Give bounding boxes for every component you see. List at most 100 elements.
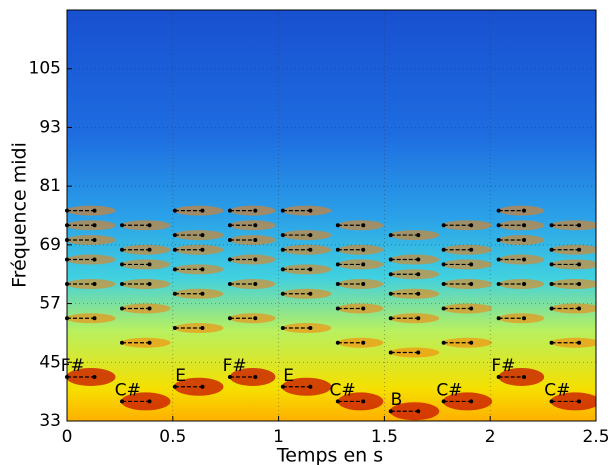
note-energy — [498, 367, 545, 386]
note-energy — [281, 377, 332, 396]
note-label: F# — [491, 356, 515, 376]
note-end — [361, 306, 366, 311]
note-end — [361, 282, 366, 286]
note-label: C# — [436, 380, 462, 400]
note-start — [441, 306, 446, 311]
note-end — [253, 282, 258, 286]
note-end — [361, 247, 366, 252]
note-start — [227, 208, 232, 213]
note-energy — [229, 254, 276, 265]
note-energy — [121, 303, 171, 314]
note-energy — [121, 279, 171, 289]
y-axis-label: Fréquence midi — [9, 142, 31, 288]
note-end — [469, 306, 474, 311]
note-end — [147, 282, 152, 286]
note-energy — [173, 323, 224, 334]
note-start — [441, 262, 446, 267]
note-energy — [442, 279, 493, 289]
note-end — [253, 223, 258, 228]
note-end — [577, 399, 582, 404]
note-energy — [229, 279, 276, 289]
note-energy — [281, 205, 332, 216]
y-tick-label: 33 — [39, 411, 61, 431]
note-energy — [229, 234, 276, 245]
spectrogram-background — [67, 10, 596, 421]
note-start — [280, 233, 285, 238]
x-tick-label: 2.5 — [582, 427, 609, 447]
note-end — [469, 399, 474, 404]
note-start — [496, 237, 501, 242]
note-energy — [173, 205, 224, 216]
note-end — [522, 316, 527, 321]
note-start — [120, 306, 125, 311]
note-energy — [337, 220, 384, 231]
note-start — [227, 237, 232, 242]
note-energy — [121, 244, 171, 255]
note-end — [253, 257, 258, 262]
note-start — [227, 257, 232, 262]
note-end — [200, 267, 205, 272]
note-start — [388, 272, 393, 277]
note-energy — [442, 259, 493, 270]
note-start — [172, 384, 177, 389]
note-end — [361, 340, 366, 345]
x-tick-label: 0.5 — [159, 427, 186, 447]
note-start — [280, 291, 285, 296]
note-end — [200, 233, 205, 238]
note-end — [416, 272, 421, 277]
note-end — [577, 306, 582, 311]
note-end — [200, 384, 205, 389]
note-end — [147, 399, 152, 404]
note-start — [388, 350, 393, 355]
note-energy — [229, 313, 276, 324]
note-end — [92, 282, 97, 286]
note-start — [496, 316, 501, 321]
note-end — [469, 247, 474, 252]
note-energy — [121, 337, 171, 348]
note-energy — [442, 337, 493, 348]
note-start — [441, 340, 446, 345]
note-energy — [229, 205, 276, 216]
note-end — [577, 282, 582, 286]
note-end — [147, 262, 152, 267]
note-start — [335, 282, 340, 286]
note-end — [416, 291, 421, 296]
note-label: B — [391, 390, 403, 410]
note-start — [280, 247, 285, 252]
note-start — [335, 399, 340, 404]
note-energy — [442, 244, 493, 255]
note-end — [253, 208, 258, 213]
note-end — [522, 208, 527, 213]
note-end — [469, 223, 474, 228]
note-end — [577, 247, 582, 252]
y-tick-label: 105 — [29, 59, 61, 79]
note-energy — [173, 230, 224, 241]
note-energy — [337, 259, 384, 270]
note-end — [469, 262, 474, 267]
note-energy — [337, 244, 384, 255]
note-energy — [389, 347, 440, 358]
note-start — [388, 291, 393, 296]
note-start — [549, 399, 554, 404]
note-start — [388, 233, 393, 238]
note-energy — [173, 244, 224, 255]
note-end — [416, 350, 421, 355]
note-end — [147, 223, 152, 228]
note-end — [469, 282, 474, 286]
note-end — [308, 247, 313, 252]
note-end — [469, 340, 474, 345]
note-start — [335, 262, 340, 267]
note-energy — [389, 402, 440, 421]
note-energy — [173, 377, 224, 396]
note-start — [335, 340, 340, 345]
note-label: E — [175, 366, 186, 386]
note-energy — [337, 303, 384, 314]
note-energy — [389, 288, 440, 299]
note-end — [92, 208, 97, 213]
note-end — [522, 237, 527, 242]
note-start — [120, 247, 125, 252]
note-energy — [229, 367, 276, 386]
note-energy — [121, 259, 171, 270]
note-energy — [281, 323, 332, 334]
note-start — [388, 257, 393, 262]
